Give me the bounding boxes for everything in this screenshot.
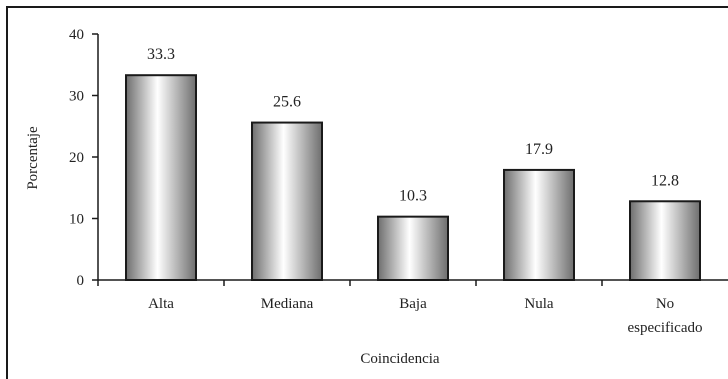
bar [503,168,575,281]
bars [97,74,701,286]
y-tick-label: 10 [69,212,84,228]
category-label: Mediana [261,296,314,312]
bar [251,121,323,281]
y-tick-label: 20 [69,150,84,166]
data-label: 10.3 [399,188,427,205]
y-tick-label: 0 [77,273,85,289]
data-labels: 33.3 25.6 10.3 17.9 12.8 [147,46,679,204]
data-label: 25.6 [273,94,301,111]
category-label: especificado [628,320,703,336]
y-axis-title: Porcentaje [25,126,41,190]
category-label: No [656,296,674,312]
x-axis-title: Coincidencia [360,351,439,367]
bar [377,215,449,281]
data-label: 12.8 [651,172,679,189]
category-label: Nula [524,296,554,312]
y-ticks: 0 10 20 30 40 [69,27,98,289]
category-label: Alta [148,296,174,312]
data-label: 17.9 [525,141,553,158]
data-label: 33.3 [147,46,175,63]
category-labels: Alta Mediana Baja Nula No especificado [148,296,702,336]
category-label: Baja [399,296,427,312]
y-tick-label: 40 [69,27,84,43]
bar [629,200,701,281]
bar [125,74,197,281]
y-tick-label: 30 [69,89,84,105]
